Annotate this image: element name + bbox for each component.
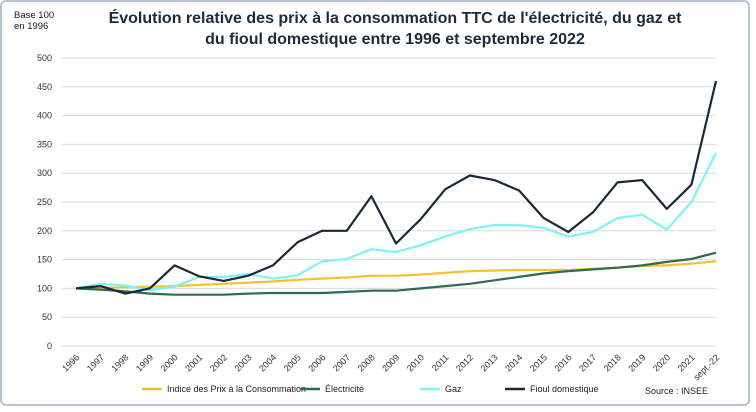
x-tick-label: 2000 [159, 352, 180, 373]
y-tick-label: 50 [42, 312, 52, 322]
y-tick-label: 300 [37, 168, 52, 178]
y-tick-label: 450 [37, 82, 52, 92]
chart-title: Évolution relative des prix à la consomm… [90, 8, 700, 50]
x-tick-label: 2011 [430, 352, 451, 373]
y-tick-label: 500 [37, 53, 52, 63]
legend-label: Fioul domestique [530, 384, 599, 394]
y-tick-label: 150 [37, 255, 52, 265]
y-tick-label: 400 [37, 111, 52, 121]
x-tick-label: 2008 [356, 352, 377, 373]
y-tick-label: 100 [37, 283, 52, 293]
legend-label: Indice des Prix à la Consommation [167, 384, 306, 394]
y-tick-label: 0 [47, 341, 52, 351]
x-tick-label: 2021 [676, 352, 697, 373]
x-tick-label: 2012 [454, 352, 475, 373]
x-tick-label: 2016 [552, 352, 573, 373]
x-tick-label: 1996 [60, 352, 81, 373]
x-tick-label: 2015 [528, 352, 549, 373]
x-tick-label: 2014 [503, 352, 524, 373]
x-tick-label: 1998 [109, 352, 130, 373]
chart-title-line1: Évolution relative des prix à la consomm… [108, 10, 682, 27]
x-tick-label: 2019 [626, 352, 647, 373]
series-line [75, 152, 717, 292]
y-axis-label: Base 100 en 1996 [14, 10, 84, 32]
chart-title-line2: du fioul domestique entre 1996 et septem… [205, 31, 585, 48]
source-note: Source : INSEE [645, 386, 708, 396]
x-tick-label: 1999 [134, 352, 155, 373]
x-tick-label: 2004 [257, 352, 278, 373]
x-tick-labels: 1996 1997 1998 1999 2000 2001 2002 2003 2004 2005… [60, 352, 721, 382]
x-tick-label: 1997 [85, 352, 106, 373]
x-tick-label: 2009 [380, 352, 401, 373]
x-tick-label: 2002 [208, 352, 229, 373]
x-tick-label: sept.-22 [691, 352, 721, 382]
x-tick-label: 2005 [282, 352, 303, 373]
grid-lines [62, 57, 716, 347]
y-tick-label: 350 [37, 139, 52, 149]
series-lines [75, 80, 718, 296]
y-axis-label-line2: en 1996 [14, 21, 49, 32]
legend: Indice des Prix à la Consommation Électri… [142, 384, 599, 394]
legend-label: Électricité [325, 384, 364, 394]
series-line [75, 80, 718, 295]
x-tick-label: 2018 [602, 352, 623, 373]
x-tick-label: 2003 [232, 352, 253, 373]
y-axis-label-line1: Base 100 [14, 10, 55, 21]
x-tick-label: 2010 [405, 352, 426, 373]
y-tick-label: 200 [37, 226, 52, 236]
y-tick-label: 250 [37, 197, 52, 207]
series-line [75, 260, 717, 290]
x-tick-label: 2017 [577, 352, 598, 373]
x-tick-label: 2013 [479, 352, 500, 373]
x-tick-label: 2020 [651, 352, 672, 373]
legend-label: Gaz [445, 384, 462, 394]
y-tick-labels: 0 50 100 150 200 250 300 350 400 450 500 [37, 53, 52, 351]
x-tick-label: 2001 [183, 352, 204, 373]
x-tick-label: 2006 [306, 352, 327, 373]
x-tick-label: 2007 [331, 352, 352, 373]
series-line [75, 251, 717, 296]
